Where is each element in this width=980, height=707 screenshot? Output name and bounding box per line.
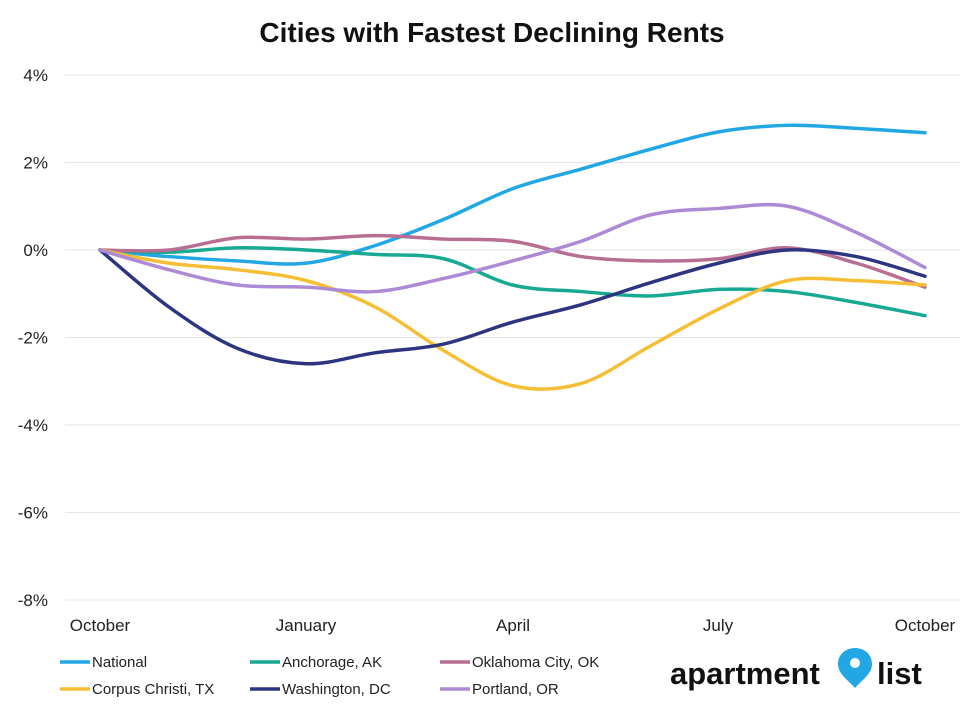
- legend-item-corpus-christi-tx: Corpus Christi, TX: [60, 681, 214, 698]
- y-tick-label: -8%: [18, 591, 48, 610]
- legend-label: Washington, DC: [282, 681, 391, 698]
- legend-item-oklahoma-city-ok: Oklahoma City, OK: [440, 654, 599, 671]
- y-tick-label: -4%: [18, 416, 48, 435]
- x-tick-label: October: [895, 616, 956, 635]
- x-axis: October January April July October: [70, 616, 956, 635]
- legend-label: Corpus Christi, TX: [92, 681, 214, 698]
- y-tick-label: 0%: [23, 241, 48, 260]
- series-line-anchorage-ak: [98, 246, 927, 318]
- legend-label: Anchorage, AK: [282, 654, 382, 671]
- brand-logo: apartment list: [670, 648, 922, 691]
- x-tick-label: January: [276, 616, 337, 635]
- location-pin-icon: [838, 648, 872, 688]
- y-tick-label: -6%: [18, 504, 48, 523]
- series-line-portland-or: [98, 202, 927, 294]
- brand-text-right: list: [877, 656, 922, 691]
- gridlines: [65, 74, 960, 601]
- x-tick-label: April: [496, 616, 530, 635]
- legend-label: National: [92, 654, 147, 671]
- series-line-corpus-christi-tx: [98, 248, 927, 391]
- y-tick-label: 4%: [23, 66, 48, 85]
- legend-label: Oklahoma City, OK: [472, 654, 599, 671]
- chart-title: Cities with Fastest Declining Rents: [259, 17, 724, 48]
- series-lines: [98, 123, 927, 391]
- legend: National Anchorage, AK Oklahoma City, OK Co…: [60, 654, 599, 698]
- x-tick-label: October: [70, 616, 131, 635]
- series-line-washington-dc: [98, 248, 927, 366]
- x-tick-label: July: [703, 616, 734, 635]
- brand-text-left: apartment: [670, 656, 820, 691]
- legend-item-washington-dc: Washington, DC: [250, 681, 391, 698]
- legend-label: Portland, OR: [472, 681, 559, 698]
- legend-item-anchorage-ak: Anchorage, AK: [250, 654, 382, 671]
- series-line-national: [98, 123, 927, 266]
- legend-item-national: National: [60, 654, 147, 671]
- y-tick-label: 2%: [23, 154, 48, 173]
- series-line-oklahoma-city-ok: [98, 233, 927, 289]
- y-axis: 4% 2% 0% -2% -4% -6% -8%: [18, 66, 48, 610]
- legend-item-portland-or: Portland, OR: [440, 681, 559, 698]
- y-tick-label: -2%: [18, 329, 48, 348]
